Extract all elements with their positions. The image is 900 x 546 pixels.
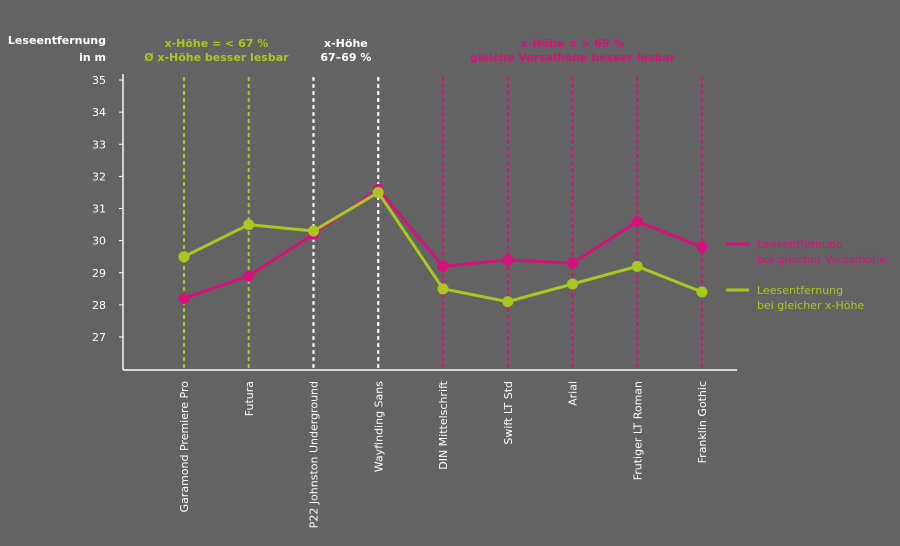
group-header-line: 67–69 %: [320, 51, 371, 64]
group-header-line: Ø x-Höhe besser lesbar: [144, 51, 289, 64]
y-tick-label: 27: [92, 331, 106, 344]
y-tick-label: 28: [92, 299, 106, 312]
legend-label: Leesentfernung: [757, 284, 843, 297]
category-label: Futura: [243, 381, 256, 416]
group-header-line: x-Höhe: [324, 37, 368, 50]
y-tick-labels: 27 28 29 30 31 32 33 34 35: [92, 74, 123, 344]
legend: Leesentfernung bei gleicher Versalhöhe Lee…: [726, 238, 886, 312]
category-label: Swift LT Std: [502, 381, 515, 445]
y-tick-label: 29: [92, 267, 106, 280]
category-label: Garamond Premiere Pro: [178, 381, 191, 513]
y-axis-title-line-2: in m: [79, 51, 106, 64]
category-label: Arial: [567, 381, 580, 406]
group-header-line: gleiche Versalhöhe besser lesbar: [470, 51, 676, 64]
group-header-line: x-Höhe = < 67 %: [164, 37, 268, 50]
y-axis-title-line-1: Leseentfernung: [8, 34, 106, 47]
data-point: [696, 241, 708, 253]
data-point: [567, 278, 578, 290]
series: [178, 183, 708, 308]
data-point: [243, 270, 255, 282]
y-tick-label: 35: [92, 74, 106, 87]
category-label: DIN Mittelschrift: [437, 380, 450, 469]
data-point: [308, 225, 319, 237]
legend-label: Leesentfernung: [757, 238, 843, 251]
data-point: [178, 251, 190, 263]
data-point: [178, 292, 190, 304]
data-point: [437, 283, 449, 295]
data-point: [567, 257, 578, 269]
legend-label: bei gleicher Versalhöhe: [757, 253, 886, 266]
y-tick-label: 33: [92, 138, 106, 151]
axes: [122, 74, 737, 371]
group-header-line: x-Höhe = > 69 %: [521, 37, 625, 50]
y-tick-label: 34: [92, 106, 106, 119]
data-point: [243, 219, 255, 231]
y-tick-label: 30: [92, 235, 106, 248]
data-point: [372, 186, 384, 198]
data-point: [631, 215, 643, 227]
y-axis-title: Leseentfernung in m: [8, 34, 106, 64]
category-label: P22 Johnston Underground: [308, 381, 321, 528]
y-tick-label: 31: [92, 203, 106, 216]
data-point: [696, 286, 708, 298]
series-group: [178, 186, 708, 308]
legend-label: bei gleicher x-Höhe: [757, 299, 864, 312]
category-label: Franklin Gothic: [696, 381, 709, 463]
y-tick-label: 32: [92, 170, 106, 183]
data-point: [502, 254, 514, 266]
category-guides: [182, 76, 704, 372]
data-point: [631, 260, 643, 272]
x-tick-labels: Garamond Premiere Pro Futura P22 Johnston …: [178, 380, 709, 528]
data-point: [502, 296, 514, 308]
category-label: Frutiger LT Roman: [631, 381, 644, 480]
group-headers: x-Höhe = < 67 %Ø x-Höhe besser lesbar x-H…: [144, 37, 675, 64]
category-label: Wayfinding Sans: [372, 381, 385, 473]
data-point: [437, 260, 449, 272]
